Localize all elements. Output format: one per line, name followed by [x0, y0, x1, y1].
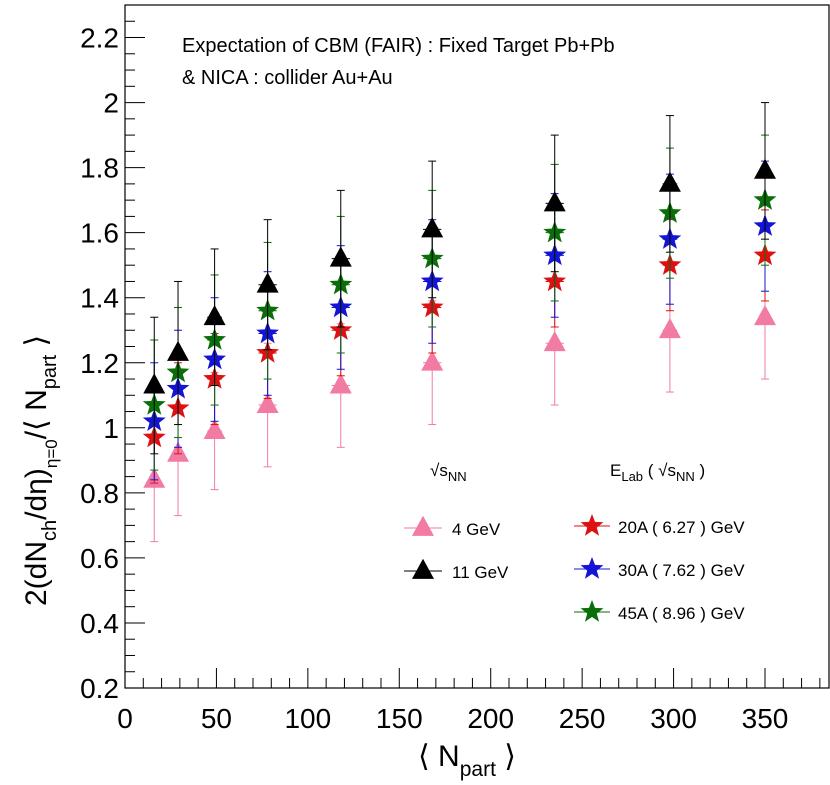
- legend-markers: [404, 514, 610, 622]
- annotation-line-2: & NICA : collider Au+Au: [182, 67, 393, 89]
- y-tick-label: 1.2: [80, 348, 119, 379]
- legend-header-right: ELab ( √sNN ): [610, 461, 705, 484]
- data-point-11-gev: [543, 191, 566, 212]
- plot-frame: [124, 4, 830, 689]
- x-axis-title: ⟨ Npart ⟩: [418, 740, 516, 781]
- legend-label-45a: 45A ( 8.96 ) GeV: [618, 604, 745, 623]
- y-tick-label: 2.2: [80, 23, 119, 54]
- data-point-4-gev: [543, 330, 566, 352]
- y-tick-label: 0.6: [80, 543, 119, 574]
- legend-label-4gev: 4 GeV: [452, 520, 501, 539]
- legend-marker-20a-6-27-gev: [580, 514, 604, 536]
- legend-marker-45a-8-96-gev: [580, 600, 604, 622]
- x-tick-label: 100: [284, 703, 331, 734]
- data-point-11-gev: [256, 272, 279, 293]
- x-tick-label: 50: [201, 703, 232, 734]
- x-tick-label: 350: [742, 703, 789, 734]
- y-tick-label: 0.4: [80, 608, 119, 639]
- legend-label-11gev: 11 GeV: [452, 563, 509, 582]
- data-point-11-gev: [329, 246, 352, 267]
- y-tick-label: 2: [103, 88, 119, 119]
- legend-marker-4-gev: [412, 515, 434, 536]
- data-point-11-gev: [421, 217, 444, 238]
- data-point-4-gev: [256, 392, 279, 413]
- data-point-11-gev: [754, 158, 776, 179]
- data-point-4-gev: [754, 304, 776, 326]
- y-tick-label: 0.2: [80, 673, 119, 704]
- annotation-line-1: Expectation of CBM (FAIR) : Fixed Target…: [182, 35, 615, 57]
- x-axis-ticks: 0 50 100 150 200 250 300 350: [117, 668, 821, 734]
- legend-marker-11-gev: [412, 558, 434, 579]
- x-tick-label: 200: [467, 703, 514, 734]
- x-tick-label: 150: [376, 703, 423, 734]
- y-tick-label: 1: [103, 413, 119, 444]
- data-point-4-gev: [421, 350, 444, 371]
- x-tick-label: 0: [117, 703, 133, 734]
- y-axis-ticks: 0.2 0.4 0.6 0.8 1 1.2 1.4 1.6 1.8 2 2.2: [80, 4, 145, 704]
- svg-text:2(dNch/dη)η=0/⟨ Npart ⟩: 2(dNch/dη)η=0/⟨ Npart ⟩: [20, 335, 61, 606]
- y-tick-label: 0.8: [80, 478, 119, 509]
- data-point-4-gev: [203, 418, 226, 439]
- y-tick-label: 1.8: [80, 153, 119, 184]
- data-point-4-gev: [658, 317, 681, 339]
- axes: [124, 4, 830, 689]
- legend-header-left: √sNN: [430, 461, 467, 484]
- legend-label-30a: 30A ( 7.62 ) GeV: [618, 561, 745, 580]
- y-tick-label: 1.6: [80, 218, 119, 249]
- data-marks: [142, 102, 777, 543]
- x-tick-label: 300: [650, 703, 697, 734]
- data-point-4-gev: [329, 373, 352, 394]
- legend-marker-30a-7-62-gev: [580, 557, 604, 579]
- data-point-11-gev: [167, 340, 190, 361]
- y-tick-label: 1.4: [80, 283, 119, 314]
- legend-label-20a: 20A ( 6.27 ) GeV: [618, 518, 745, 537]
- data-point-11-gev: [203, 304, 226, 326]
- data-point-11-gev: [658, 171, 681, 192]
- data-point-11-gev: [143, 373, 166, 394]
- y-axis-title: 2(dNch/dη)η=0/⟨ Npart ⟩: [20, 335, 61, 606]
- x-tick-label: 250: [559, 703, 606, 734]
